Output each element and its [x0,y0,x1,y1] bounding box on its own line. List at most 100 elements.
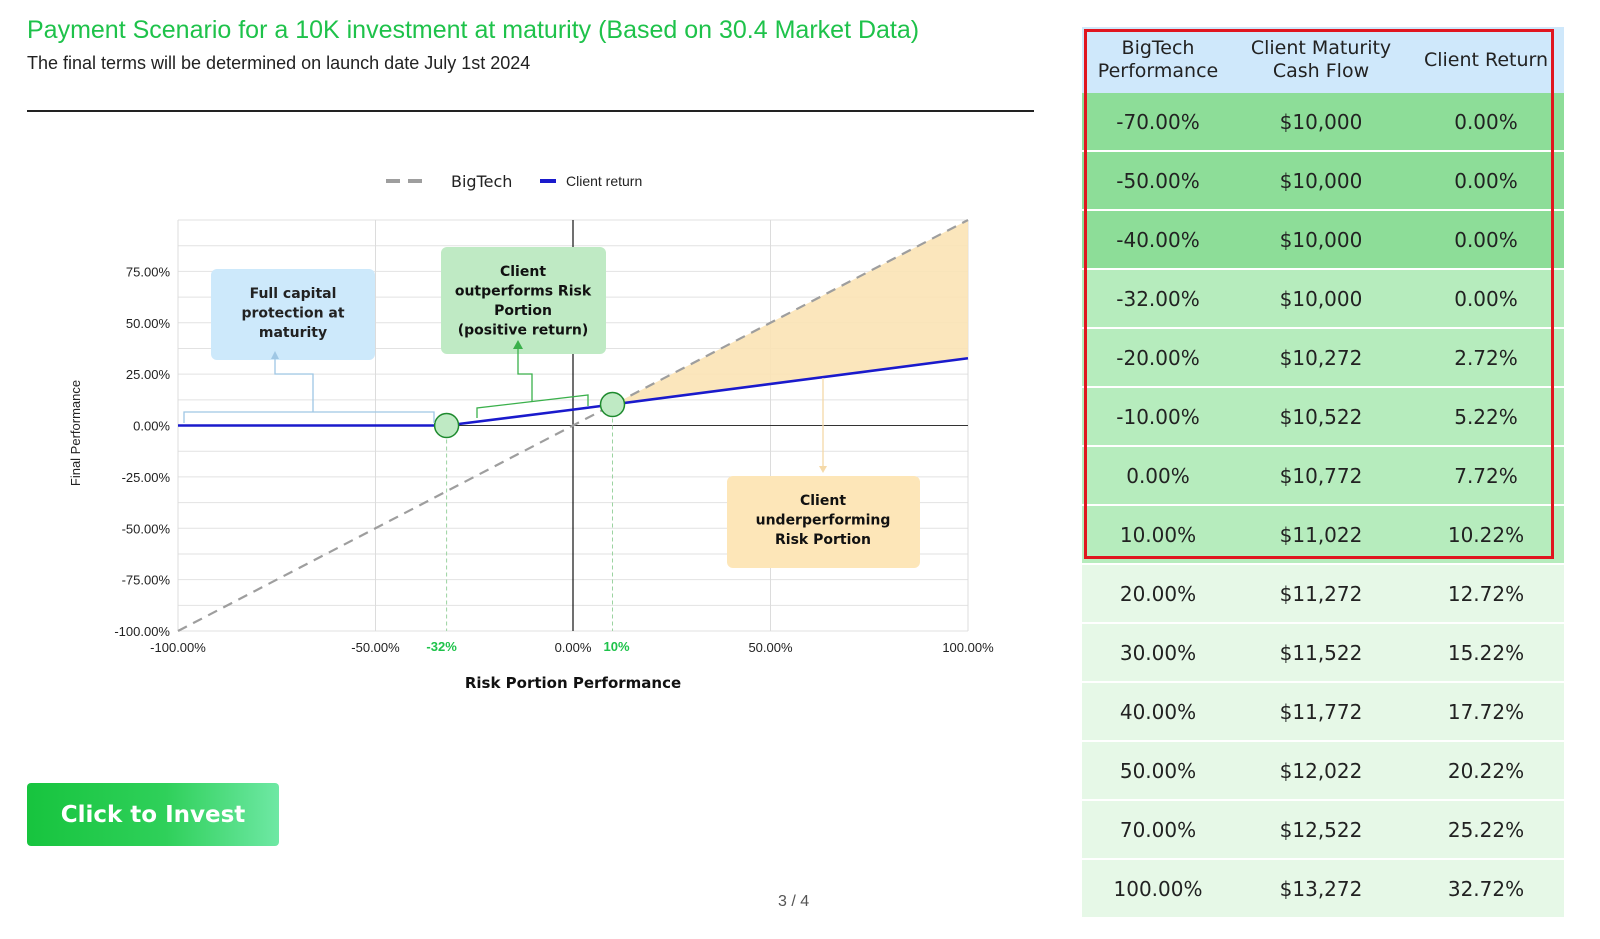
table-row: 10.00% $11,022 10.22% [1082,506,1564,565]
cell-bigtech-performance: -70.00% [1116,109,1200,134]
cell-cash-flow: $10,522 [1279,404,1363,429]
annotation-box-protection [211,269,375,360]
annotation-bracket-protection [183,353,435,423]
cell-cash-flow: $10,272 [1279,345,1363,370]
cell-bigtech-performance: 100.00% [1113,876,1203,901]
table-row: -70.00% $10,000 0.00% [1082,93,1564,152]
breakpoint-marker [433,412,460,439]
cell-cash-flow: $10,000 [1279,227,1363,252]
y-tick-label: 0.00% [133,419,170,434]
annotation-text-underperforming: Client [800,493,846,509]
cell-client-return: 20.22% [1447,758,1525,783]
annotation-text-underperforming: underperforming [756,513,891,529]
cell-bigtech-performance: -32.00% [1116,286,1200,311]
cell-cash-flow: $10,000 [1279,168,1363,193]
bigtech-series-line [177,219,969,632]
table-row: -10.00% $10,522 5.22% [1082,388,1564,447]
legend-label-bigtech: BigTech [451,172,512,191]
annotation-text-outperforms: (positive return) [458,323,588,339]
header-bigtech-performance: BigTech Performance [1097,37,1219,82]
cell-cash-flow: $11,772 [1279,699,1363,724]
cell-client-return: 5.22% [1454,404,1518,429]
y-axis-label: Final Performance [68,380,83,486]
y-tick-label: 50.00% [126,316,171,331]
annotation-text-underperforming: Risk Portion [775,532,871,548]
cell-bigtech-performance: 20.00% [1119,581,1197,606]
cell-client-return: 0.00% [1454,227,1518,252]
x-tick-label: 0.00% [555,640,592,655]
table-row: -40.00% $10,000 0.00% [1082,211,1564,270]
table-row: 30.00% $11,522 15.22% [1082,624,1564,683]
legend-label-client-return: Client return [566,173,642,189]
page-subtitle: The final terms will be determined on la… [27,53,531,73]
cell-client-return: 2.72% [1454,345,1518,370]
cell-client-return: 10.22% [1447,522,1525,547]
invest-button[interactable]: Click to Invest [27,783,279,846]
cell-cash-flow: $12,022 [1279,758,1363,783]
cell-client-return: 0.00% [1454,109,1518,134]
y-tick-label: -75.00% [122,573,171,588]
cell-bigtech-performance: 70.00% [1119,817,1197,842]
cell-bigtech-performance: -10.00% [1116,404,1200,429]
table-row: 50.00% $12,022 20.22% [1082,742,1564,801]
annotation-arrow-protection [271,351,279,359]
cell-bigtech-performance: 30.00% [1119,640,1197,665]
cell-bigtech-performance: 0.00% [1126,463,1190,488]
header-client-return: Client Return [1423,48,1549,71]
x-tick-label: 100.00% [942,640,994,655]
cell-bigtech-performance: 50.00% [1119,758,1197,783]
cell-cash-flow: $11,522 [1279,640,1363,665]
cell-client-return: 0.00% [1454,168,1518,193]
cell-bigtech-performance: 10.00% [1119,522,1197,547]
cell-cash-flow: $13,272 [1279,876,1363,901]
x-tick-label: -50.00% [351,640,400,655]
y-tick-label: 75.00% [126,264,171,279]
cell-cash-flow: $10,772 [1279,463,1363,488]
table-body: -70.00% $10,000 0.00% -50.00% $10,000 0.00% -4… [1082,93,1564,919]
page-indicator: 3 / 4 [778,893,810,910]
cell-cash-flow: $11,022 [1279,522,1363,547]
annotation-text-outperforms: Client [500,264,546,280]
annotation-text-outperforms: outperforms Risk [455,284,592,300]
cell-bigtech-performance: -50.00% [1116,168,1200,193]
cell-client-return: 15.22% [1447,640,1525,665]
table-row: 20.00% $11,272 12.72% [1082,565,1564,624]
cell-client-return: 17.72% [1447,699,1525,724]
x-tick-label: -100.00% [150,640,206,655]
highlight-tick-label: 10% [603,639,629,654]
cell-client-return: 12.72% [1447,581,1525,606]
cell-client-return: 7.72% [1454,463,1518,488]
scenario-table: BigTech Performance Client Maturity Cash… [1082,27,1564,919]
cell-cash-flow: $12,522 [1279,817,1363,842]
y-tick-label: -50.00% [122,521,171,536]
annotation-text-protection: maturity [259,325,327,341]
highlight-tick-label: -32% [426,639,457,654]
annotation-text-protection: protection at [241,306,344,322]
table-row: 0.00% $10,772 7.72% [1082,447,1564,506]
cell-bigtech-performance: -20.00% [1116,345,1200,370]
annotation-text-protection: Full capital [250,286,337,302]
annotation-arrow-outperforms [513,340,523,349]
annotation-box-outperforms [441,247,606,354]
table-header: BigTech Performance Client Maturity Cash… [1082,27,1564,93]
annotation-box-underperforming [727,476,920,568]
annotation-text-outperforms: Portion [494,303,552,319]
page-title: Payment Scenario for a 10K investment at… [27,16,920,44]
x-axis-label: Risk Portion Performance [465,674,681,692]
annotation-arrow-underperforming [819,466,827,473]
y-tick-label: 25.00% [126,367,171,382]
x-tick-label: 50.00% [748,640,793,655]
annotation-bracket-outperforms [476,348,589,418]
table-row: -20.00% $10,272 2.72% [1082,329,1564,388]
table-row: 70.00% $12,522 25.22% [1082,801,1564,860]
header-client-cash-flow: Client Maturity Cash Flow [1250,37,1392,82]
cell-cash-flow: $10,000 [1279,109,1363,134]
cell-client-return: 25.22% [1447,817,1525,842]
table-row: -32.00% $10,000 0.00% [1082,270,1564,329]
cell-client-return: 0.00% [1454,286,1518,311]
table-row: 40.00% $11,772 17.72% [1082,683,1564,742]
y-tick-label: -100.00% [114,624,170,639]
table-row: -50.00% $10,000 0.00% [1082,152,1564,211]
legend-swatch-client-return [540,179,556,183]
client-return-series-line [178,356,969,427]
